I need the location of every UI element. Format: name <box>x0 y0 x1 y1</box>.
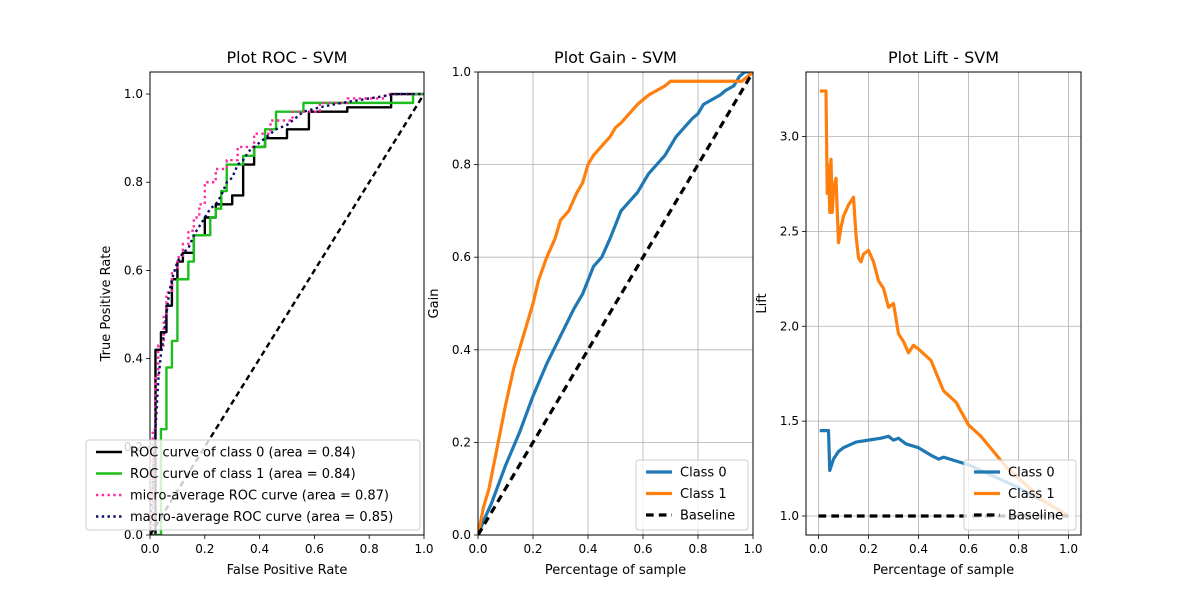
roc-x-axis-label: False Positive Rate <box>227 563 348 578</box>
gain-x-tick-label: 0.8 <box>688 542 707 556</box>
gain-series-line-class-1 <box>478 72 753 535</box>
gain-legend-label: Class 1 <box>680 487 727 502</box>
gain-legend: Class 0 Class 1 Baseline <box>635 459 749 531</box>
gain-y-tick-label: 0.4 <box>452 343 471 357</box>
roc-legend-label: micro-average ROC curve (area = 0.87) <box>130 489 389 504</box>
lift-x-tick-label: 0.4 <box>909 542 928 556</box>
gain-x-axis-label: Percentage of sample <box>545 563 686 578</box>
lift-plot-panel: Plot Lift - SVM Percentage of sample Lif… <box>755 48 1082 578</box>
lift-y-tick-label: 1.0 <box>780 509 799 523</box>
gain-y-axis-label: Gain <box>427 289 442 319</box>
roc-y-tick-label: 1.0 <box>124 87 143 101</box>
lift-x-tick-label: 0.6 <box>959 542 978 556</box>
lift-x-tick-label: 1.0 <box>1059 542 1078 556</box>
gain-y-tick-label: 1.0 <box>452 65 471 79</box>
gain-series-line-class-0 <box>478 72 753 535</box>
gain-plot-panel: Plot Gain - SVM Percentage of sample Gai… <box>427 48 763 578</box>
lift-axes-frame <box>805 71 1082 536</box>
gain-x-tick-label: 0.2 <box>523 542 542 556</box>
roc-y-axis-label: True Positive Rate <box>99 246 114 363</box>
lift-y-tick-label: 3.0 <box>780 130 799 144</box>
lift-legend-label: Class 0 <box>1008 466 1055 481</box>
lift-legend-label: Baseline <box>1008 509 1063 524</box>
roc-x-tick-label: 0.2 <box>195 542 214 556</box>
roc-series-line-micro-average-2 <box>150 92 424 535</box>
roc-legend-box <box>85 439 421 531</box>
lift-y-tick-label: 2.5 <box>780 224 799 238</box>
roc-x-tick-label: 0.4 <box>250 542 269 556</box>
roc-x-tick-label: 1.0 <box>414 542 433 556</box>
roc-y-tick-label: 0.0 <box>124 528 143 542</box>
roc-series-line-roc-1 <box>150 92 424 535</box>
gain-y-tick-label: 0.2 <box>452 435 471 449</box>
roc-legend-label: macro-average ROC curve (area = 0.85) <box>130 510 393 525</box>
gain-x-tick-label: 0.0 <box>468 542 487 556</box>
roc-plot-panel: Plot ROC - SVM False Positive Rate True … <box>85 48 434 578</box>
gain-legend-box <box>635 459 749 531</box>
roc-x-tick-label: 0.0 <box>140 542 159 556</box>
roc-x-tick-label: 0.8 <box>360 542 379 556</box>
lift-x-tick-label: 0.8 <box>1009 542 1028 556</box>
gain-x-tick-label: 0.6 <box>633 542 652 556</box>
lift-plot-title: Plot Lift - SVM <box>888 48 999 67</box>
gain-y-tick-label: 0.8 <box>452 158 471 172</box>
lift-x-axis-label: Percentage of sample <box>873 563 1014 578</box>
roc-x-tick-label: 0.6 <box>305 542 324 556</box>
roc-y-tick-label: 0.6 <box>124 263 143 277</box>
gain-plot-title: Plot Gain - SVM <box>554 48 677 67</box>
roc-axes-frame <box>149 71 425 536</box>
gain-y-tick-label: 0.6 <box>452 250 471 264</box>
roc-legend-label: ROC curve of class 0 (area = 0.84) <box>130 446 356 461</box>
roc-y-tick-label: 0.8 <box>124 175 143 189</box>
gain-legend-label: Class 0 <box>680 466 727 481</box>
lift-series-line-class-1 <box>819 89 1070 518</box>
lift-y-tick-label: 1.5 <box>780 414 799 428</box>
gain-x-tick-label: 1.0 <box>743 542 762 556</box>
lift-y-axis-label: Lift <box>755 293 770 313</box>
gain-curves <box>478 72 753 535</box>
gain-series-line-baseline-2 <box>478 72 753 535</box>
roc-plot-title: Plot ROC - SVM <box>227 48 348 67</box>
roc-legend-label: ROC curve of class 1 (area = 0.84) <box>130 467 356 482</box>
gain-x-tick-label: 0.4 <box>578 542 597 556</box>
lift-legend: Class 0 Class 1 Baseline <box>963 459 1077 531</box>
gain-legend-label: Baseline <box>680 509 735 524</box>
lift-x-tick-label: 0.0 <box>809 542 828 556</box>
gain-axes-frame <box>477 71 754 536</box>
lift-x-tick-label: 0.2 <box>859 542 878 556</box>
lift-y-tick-label: 2.0 <box>780 319 799 333</box>
lift-legend-box <box>963 459 1077 531</box>
lift-legend-label: Class 1 <box>1008 487 1055 502</box>
roc-legend: ROC curve of class 0 (area = 0.84) ROC cu… <box>85 439 421 531</box>
roc-y-tick-label: 0.4 <box>124 352 143 366</box>
lift-ticks: 0.0 0.2 0.4 0.6 0.8 1.0 1.0 1.5 2.0 2.5 3.0 <box>780 72 1081 556</box>
gain-y-tick-label: 0.0 <box>452 528 471 542</box>
